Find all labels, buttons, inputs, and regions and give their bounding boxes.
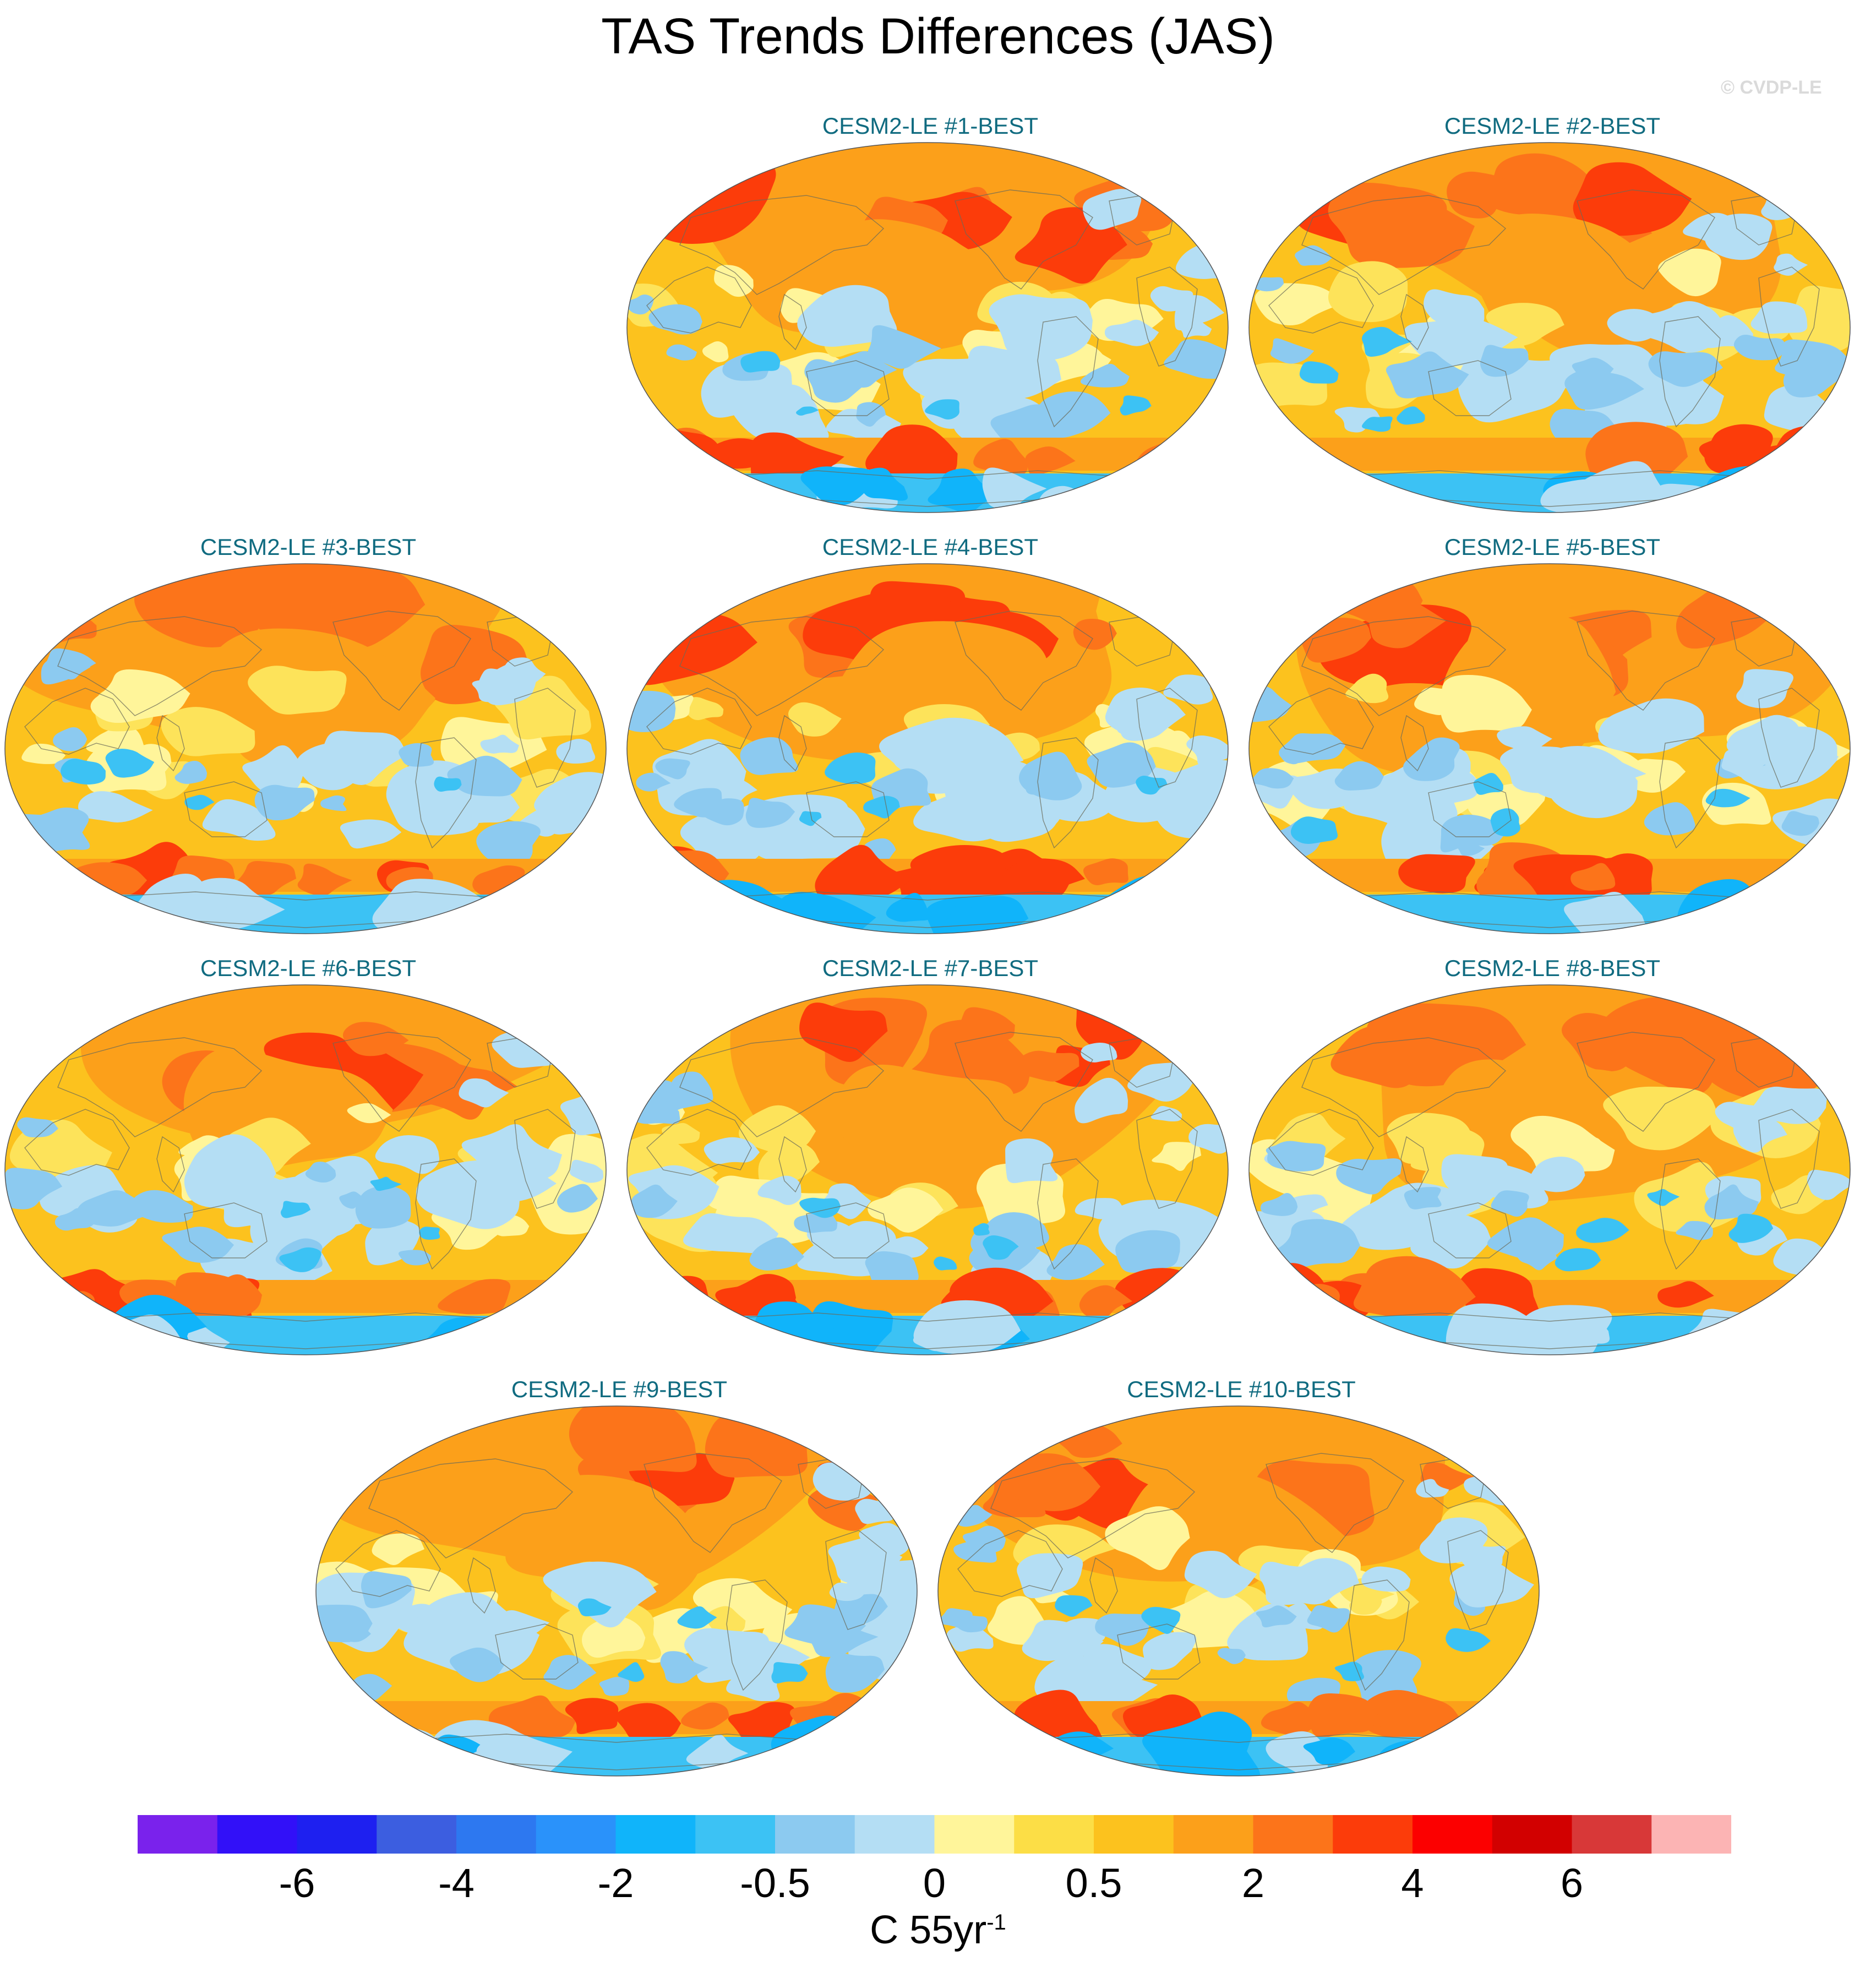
colorbar-swatch: [1492, 1815, 1573, 1854]
colorbar-tick-label: 0.5: [1065, 1860, 1122, 1906]
map-panel-2: CESM2-LE #2-BEST: [1247, 113, 1858, 537]
colorbar-swatch: [377, 1815, 457, 1854]
world-map: [1248, 984, 1851, 1355]
colorbar-tick-label: -0.5: [740, 1860, 810, 1906]
colorbar-swatch: [854, 1815, 935, 1854]
colorbar-swatch: [1413, 1815, 1493, 1854]
units-label: C 55yr: [870, 1908, 987, 1952]
panel-title: CESM2-LE #1-BEST: [822, 113, 1039, 139]
panel-title: CESM2-LE #5-BEST: [1444, 534, 1661, 560]
map-panel-3: CESM2-LE #3-BEST: [3, 534, 614, 958]
panel-title: CESM2-LE #3-BEST: [200, 534, 417, 560]
colorbar-swatch: [217, 1815, 298, 1854]
panel-title: CESM2-LE #4-BEST: [822, 534, 1039, 560]
colorbar: [138, 1815, 1731, 1854]
colorbar-units: C 55yr-1: [0, 1908, 1876, 1953]
colorbar-swatch: [695, 1815, 776, 1854]
colorbar-swatch: [456, 1815, 537, 1854]
colorbar-swatch: [1572, 1815, 1652, 1854]
colorbar-tick-label: 2: [1241, 1860, 1265, 1906]
colorbar-swatch: [775, 1815, 855, 1854]
world-map: [937, 1405, 1540, 1777]
map-panel-6: CESM2-LE #6-BEST: [3, 955, 614, 1379]
colorbar-tick-label: -4: [438, 1860, 475, 1906]
colorbar-swatch: [138, 1815, 218, 1854]
colorbar-swatch: [1173, 1815, 1254, 1854]
map-panel-4: CESM2-LE #4-BEST: [625, 534, 1236, 958]
world-map: [1248, 563, 1851, 934]
colorbar-tick-label: -2: [597, 1860, 634, 1906]
map-panel-7: CESM2-LE #7-BEST: [625, 955, 1236, 1379]
world-map: [315, 1405, 918, 1777]
colorbar-swatch: [1333, 1815, 1413, 1854]
map-field: [1249, 985, 1850, 1355]
world-map: [4, 984, 607, 1355]
map-panel-5: CESM2-LE #5-BEST: [1247, 534, 1858, 958]
map-field: [938, 1406, 1539, 1776]
colorbar-swatch: [1253, 1815, 1333, 1854]
map-field: [1249, 564, 1850, 934]
panel-title: CESM2-LE #10-BEST: [1127, 1376, 1356, 1402]
map-panel-10: CESM2-LE #10-BEST: [936, 1376, 1547, 1800]
map-field: [627, 985, 1228, 1355]
map-field: [5, 985, 606, 1355]
colorbar-swatch: [1014, 1815, 1094, 1854]
world-map: [626, 563, 1229, 934]
map-field: [5, 564, 606, 934]
world-map: [1248, 142, 1851, 513]
world-map: [4, 563, 607, 934]
world-map: [626, 984, 1229, 1355]
colorbar-swatch: [1651, 1815, 1731, 1854]
panel-title: CESM2-LE #6-BEST: [200, 955, 417, 981]
panel-title: CESM2-LE #2-BEST: [1444, 113, 1661, 139]
map-field: [316, 1406, 917, 1776]
units-exponent: -1: [986, 1910, 1006, 1935]
map-field: [1249, 143, 1850, 513]
figure-title: TAS Trends Differences (JAS): [601, 8, 1275, 64]
colorbar-swatch: [1094, 1815, 1174, 1854]
colorbar-swatch: [934, 1815, 1015, 1854]
colorbar-swatch: [297, 1815, 377, 1854]
colorbar-tick-label: -6: [279, 1860, 315, 1906]
colorbar-swatch: [615, 1815, 696, 1854]
colorbar-swatch: [536, 1815, 617, 1854]
map-panel-1: CESM2-LE #1-BEST: [625, 113, 1236, 537]
colorbar-tick-label: 0: [923, 1860, 946, 1906]
panel-title: CESM2-LE #7-BEST: [822, 955, 1039, 981]
colorbar-tick-label: 6: [1560, 1860, 1584, 1906]
map-field: [627, 564, 1228, 934]
panel-title: CESM2-LE #9-BEST: [511, 1376, 728, 1402]
map-panel-8: CESM2-LE #8-BEST: [1247, 955, 1858, 1379]
map-panel-9: CESM2-LE #9-BEST: [314, 1376, 925, 1800]
world-map: [626, 142, 1229, 513]
map-field: [627, 143, 1228, 513]
colorbar-tick-label: 4: [1401, 1860, 1424, 1906]
copyright-label: © CVDP-LE: [1721, 77, 1822, 98]
panel-title: CESM2-LE #8-BEST: [1444, 955, 1661, 981]
